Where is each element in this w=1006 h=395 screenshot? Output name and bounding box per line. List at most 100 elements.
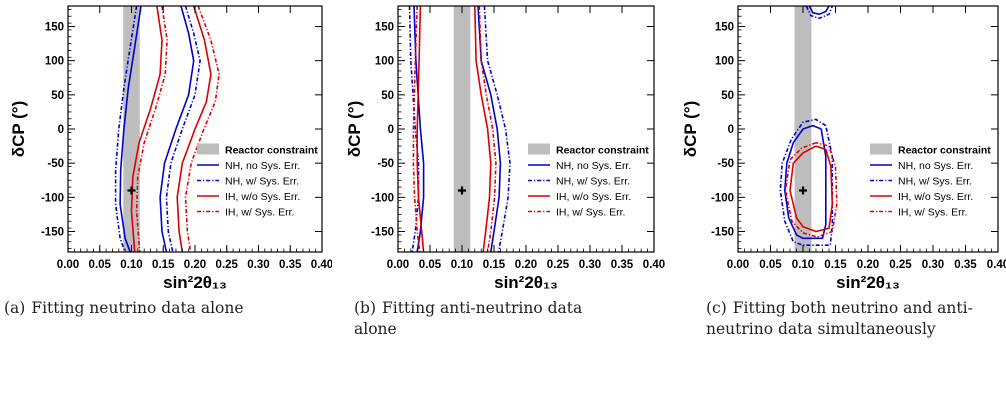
x-tick-label: 0.05 — [759, 259, 782, 271]
legend-entry-3: IH, w/o Sys. Err. — [225, 191, 300, 203]
x-tick-label: 0.40 — [643, 259, 665, 271]
x-tick-label: 0.10 — [120, 259, 142, 271]
y-tick-label: -100 — [711, 192, 734, 204]
y-axis-label: δCP (°) — [681, 101, 700, 157]
series-1-curve-1 — [483, 5, 511, 253]
legend-entry-0: Reactor constraint — [225, 145, 318, 157]
caption-label-a: (a) — [4, 299, 26, 317]
x-axis-label: sin²2θ₁₃ — [163, 273, 227, 292]
x-tick-label: 0.20 — [515, 259, 537, 271]
legend-entry-2: NH, w/ Sys. Err. — [556, 176, 630, 188]
chart-panel-b: 0.00 0.05 0.10 0.15 0.20 0.25 0.30 0.35 0.40 150 1… — [336, 0, 668, 395]
y-tick-label: 0 — [388, 124, 394, 136]
series-1-curve-0 — [779, 118, 834, 246]
caption-label-c: (c) — [706, 299, 727, 317]
x-tick-label: 0.00 — [387, 259, 409, 271]
y-tick-label: -100 — [371, 192, 394, 204]
chart-panel-c: 0.00 0.05 0.10 0.15 0.20 0.25 0.30 0.35 0.40 150 1… — [672, 0, 1006, 395]
legend-entry-3: IH, w/o Sys. Err. — [898, 191, 973, 203]
caption-b: (b) Fitting anti-neutrino data alone — [354, 298, 616, 340]
x-axis-label: sin²2θ₁₃ — [494, 273, 558, 292]
legend-entry-3: IH, w/o Sys. Err. — [556, 191, 631, 203]
series-0-curve-0 — [413, 5, 425, 253]
x-tick-label: 0.00 — [57, 259, 79, 271]
y-tick-label: -50 — [47, 158, 64, 170]
x-tick-label: 0.15 — [152, 259, 175, 271]
x-tick-label: 0.15 — [483, 259, 506, 271]
legend-entry-1: NH, no Sys. Err. — [556, 160, 631, 172]
y-tick-label: -50 — [717, 158, 734, 170]
caption-label-b: (b) — [354, 299, 377, 317]
y-tick-label: 0 — [58, 124, 64, 136]
y-tick-label: 150 — [45, 22, 64, 34]
x-tick-label: 0.20 — [857, 259, 879, 271]
series-1-curve-1 — [805, 5, 834, 20]
y-axis-label: δCP (°) — [345, 101, 364, 157]
y-tick-label: -50 — [377, 158, 394, 170]
caption-text-b: Fitting anti-neutrino data alone — [354, 299, 583, 338]
legend-entry-1: NH, no Sys. Err. — [225, 160, 300, 172]
chart-svg-c: 0.00 0.05 0.10 0.15 0.20 0.25 0.30 0.35 0.40 150 1… — [681, 5, 1006, 292]
series-3-curve-0 — [135, 5, 168, 253]
y-tick-label: -150 — [371, 227, 394, 239]
series-2-curve-0 — [416, 5, 425, 253]
y-tick-label: 100 — [45, 56, 64, 68]
x-tick-label: 0.05 — [89, 259, 112, 271]
series-0-curve-1 — [477, 5, 502, 253]
series-0-curve-0 — [119, 5, 142, 253]
x-tick-label: 0.25 — [547, 259, 570, 271]
series-2-curve-1 — [474, 5, 492, 253]
series-2-curve-0 — [130, 5, 163, 253]
x-tick-label: 0.35 — [279, 259, 302, 271]
y-tick-label: 50 — [51, 90, 64, 102]
x-tick-label: 0.00 — [727, 259, 749, 271]
series-3-curve-0 — [412, 5, 421, 253]
series-0-curve-0 — [783, 124, 827, 240]
y-tick-label: 150 — [715, 22, 734, 34]
x-tick-label: 0.25 — [216, 259, 239, 271]
series-2-curve-1 — [176, 5, 212, 253]
x-tick-label: 0.10 — [451, 259, 473, 271]
series-3-curve-1 — [184, 5, 220, 253]
chart-svg-b: 0.00 0.05 0.10 0.15 0.20 0.25 0.30 0.35 0.40 150 1… — [345, 5, 665, 292]
series-3-curve-1 — [478, 5, 497, 253]
x-tick-label: 0.30 — [922, 259, 944, 271]
y-tick-label: 0 — [728, 124, 734, 136]
y-tick-label: -150 — [711, 227, 734, 239]
series-1-curve-0 — [114, 5, 138, 253]
x-tick-label: 0.15 — [824, 259, 847, 271]
y-tick-label: -100 — [41, 192, 64, 204]
x-tick-label: 0.20 — [184, 259, 206, 271]
chart-panel-a: 0.00 0.05 0.10 0.15 0.20 0.25 0.30 0.35 0.40 150 1… — [0, 0, 332, 395]
x-tick-label: 0.35 — [611, 259, 634, 271]
legend-entry-4: IH, w/ Sys. Err. — [898, 207, 967, 219]
legend-entry-2: NH, w/ Sys. Err. — [225, 176, 299, 188]
legend-entry-4: IH, w/ Sys. Err. — [225, 207, 294, 219]
series-1-curve-0 — [408, 5, 420, 253]
legend-entry-1: NH, no Sys. Err. — [898, 160, 973, 172]
series-0-curve-1 — [808, 5, 830, 16]
series-2-curve-0 — [789, 145, 834, 233]
y-axis-label: δCP (°) — [9, 101, 28, 157]
caption-a: (a) Fitting neutrino data alone — [4, 298, 266, 319]
y-tick-label: -150 — [41, 227, 64, 239]
reactor-band — [453, 6, 471, 252]
x-tick-label: 0.40 — [311, 259, 332, 271]
x-tick-label: 0.30 — [579, 259, 601, 271]
chart-svg-a: 0.00 0.05 0.10 0.15 0.20 0.25 0.30 0.35 0.40 150 1… — [9, 5, 332, 292]
x-tick-label: 0.30 — [247, 259, 269, 271]
caption-text-c: Fitting both neutrino and anti-neutrino … — [706, 299, 973, 338]
series-1-curve-1 — [165, 5, 201, 253]
y-tick-label: 100 — [715, 56, 734, 68]
y-tick-label: 100 — [375, 56, 394, 68]
legend-swatch-reactor — [528, 143, 550, 155]
y-tick-label: 150 — [375, 22, 394, 34]
legend-swatch-reactor — [197, 143, 219, 155]
legend-swatch-reactor — [870, 143, 892, 155]
x-tick-label: 0.05 — [419, 259, 442, 271]
legend-entry-0: Reactor constraint — [556, 145, 649, 157]
series-3-curve-0 — [784, 141, 838, 238]
x-axis-label: sin²2θ₁₃ — [836, 273, 900, 292]
caption-text-a: Fitting neutrino data alone — [31, 299, 244, 317]
legend-entry-2: NH, w/ Sys. Err. — [898, 176, 972, 188]
